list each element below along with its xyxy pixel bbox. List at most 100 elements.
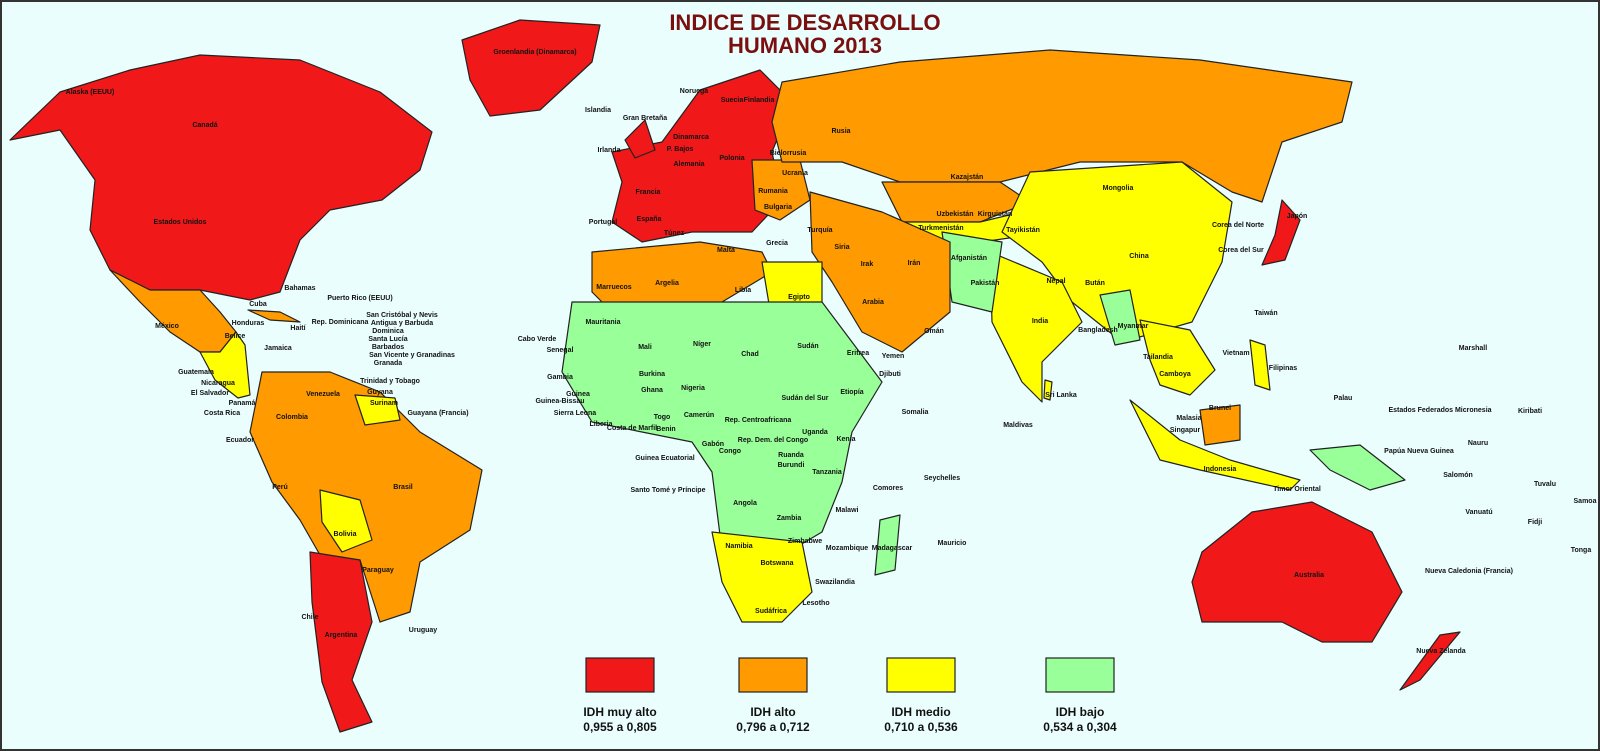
country-label: Papúa Nueva Guinea <box>1384 448 1454 455</box>
legend-swatch <box>585 657 655 693</box>
country-label: Mozambique <box>826 545 868 552</box>
title: INDICE DE DESARROLLO <box>669 10 940 35</box>
north-africa <box>591 241 773 313</box>
country-label: Mauritania <box>585 319 620 326</box>
title: HUMANO 2013 <box>728 33 882 58</box>
country-label: Nueva Zelanda <box>1416 648 1466 655</box>
southeast-asia <box>1139 319 1216 396</box>
country-label: Marruecos <box>596 284 632 291</box>
country-label: Barbados <box>372 344 404 351</box>
country-label: Filipinas <box>1269 365 1298 372</box>
country-label: Alaska (EEUU) <box>66 89 115 96</box>
country-label: Egipto <box>788 294 810 301</box>
legend-range: 0,534 a 0,304 <box>1043 720 1117 734</box>
country-label: Ucrania <box>782 170 808 177</box>
country-label: Etiopía <box>840 389 863 396</box>
country-label: Fidji <box>1528 519 1542 526</box>
country-label: Gran Bretaña <box>623 115 667 122</box>
central-america <box>199 331 251 399</box>
country-label: Mauricio <box>938 540 967 547</box>
country-label: Suecia <box>721 97 744 104</box>
country-label: Kiribati <box>1518 408 1542 415</box>
country-label: Groenlandia (Dinamarca) <box>493 49 576 56</box>
chile-argentina <box>309 551 373 733</box>
country-label: P. Bajos <box>667 146 694 153</box>
country-label: Nepal <box>1046 278 1065 285</box>
country-label: Noruega <box>680 88 709 95</box>
country-label: Bangladesh <box>1078 327 1118 334</box>
country-label: Ecuador <box>226 437 254 444</box>
country-label: Estados Unidos <box>154 219 207 226</box>
country-label: Tayikistán <box>1006 227 1040 234</box>
country-label: Sierra Leona <box>554 410 597 417</box>
country-label: Colombia <box>276 414 308 421</box>
country-label: Guatemala <box>178 369 214 376</box>
country-label: Camboya <box>1159 371 1191 378</box>
country-label: Lesotho <box>802 600 829 607</box>
country-label: Kazajstán <box>951 174 984 181</box>
philippines <box>1249 339 1271 391</box>
country-label: Vanuatú <box>1465 509 1492 516</box>
country-label: Finlandia <box>744 97 775 104</box>
country-label: Dinamarca <box>673 134 709 141</box>
country-label: Jamaica <box>264 345 292 352</box>
papua <box>1309 444 1406 491</box>
country-label: Turkmenistán <box>918 225 963 232</box>
country-label: Polonia <box>719 155 744 162</box>
country-label: Santa Lucía <box>368 336 407 343</box>
country-label: Turquía <box>807 227 832 234</box>
country-label: Alemania <box>673 161 704 168</box>
country-label: Zimbabwe <box>788 538 822 545</box>
country-label: Burundi <box>778 462 805 469</box>
country-label: Maldivas <box>1003 422 1033 429</box>
australia <box>1191 501 1403 643</box>
country-label: Kenia <box>836 436 855 443</box>
country-label: Santo Tomé y Príncipe <box>631 487 706 494</box>
country-label: Palau <box>1334 395 1353 402</box>
india <box>989 251 1083 403</box>
country-label: Canadá <box>192 122 217 129</box>
indonesia <box>1129 399 1301 491</box>
country-label: Benin <box>656 426 675 433</box>
country-label: Uganda <box>802 429 828 436</box>
country-label: Yemen <box>882 353 905 360</box>
country-label: Djibuti <box>879 371 901 378</box>
country-label: Costa de Marfil <box>607 425 657 432</box>
country-label: Tonga <box>1571 547 1592 554</box>
country-label: Belice <box>225 333 246 340</box>
country-label: Myanmar <box>1118 323 1149 330</box>
country-label: Venezuela <box>306 391 340 398</box>
country-label: Salomón <box>1443 472 1473 479</box>
country-label: Corea del Norte <box>1212 222 1264 229</box>
country-label: Siria <box>834 244 849 251</box>
country-label: Guinea-Bissau <box>535 398 584 405</box>
country-label: Honduras <box>232 320 265 327</box>
country-label: Bután <box>1085 280 1105 287</box>
country-label: Brunei <box>1209 405 1231 412</box>
country-label: Singapur <box>1170 427 1201 434</box>
country-label: Tuvalu <box>1534 481 1556 488</box>
country-label: México <box>155 323 179 330</box>
country-label: España <box>637 216 662 223</box>
country-label: Sudán <box>797 343 818 350</box>
country-label: Grecia <box>766 240 788 247</box>
country-label: Rusia <box>831 128 850 135</box>
country-label: Nigeria <box>681 385 705 392</box>
country-label: Nauru <box>1468 440 1488 447</box>
country-label: Burkina <box>639 371 665 378</box>
country-label: Ghana <box>641 387 663 394</box>
country-label: Irlanda <box>598 147 621 154</box>
legend-label: IDH muy alto <box>583 705 656 719</box>
country-label: Madagascar <box>872 545 913 552</box>
country-label: Congo <box>719 448 741 455</box>
country-label: Omán <box>924 328 944 335</box>
country-label: Camerún <box>684 412 714 419</box>
country-label: Togo <box>654 414 671 421</box>
country-label: Comores <box>873 485 903 492</box>
greenland <box>461 19 601 117</box>
borneo <box>1199 404 1241 446</box>
country-label: Cabo Verde <box>518 336 557 343</box>
country-label: Mali <box>638 344 652 351</box>
country-label: Argelia <box>655 280 679 287</box>
